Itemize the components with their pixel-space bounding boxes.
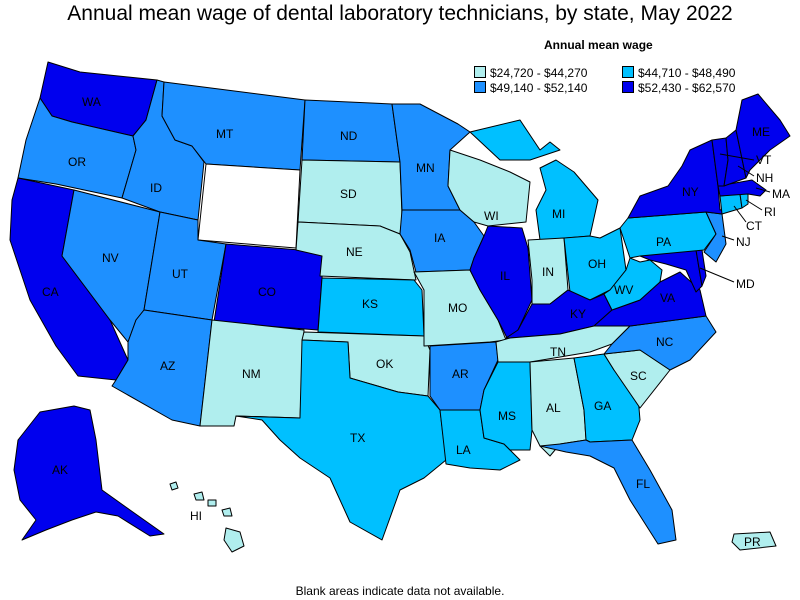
label-GA: GA [594,399,611,413]
label-MO: MO [448,301,467,315]
label-NE: NE [346,245,363,259]
legend-swatch-4 [622,81,634,93]
label-CA: CA [42,285,59,299]
label-CT: CT [746,219,763,233]
label-TN: TN [550,345,566,359]
label-MT: MT [216,127,234,141]
state-NH[interactable] [723,129,747,187]
label-CO: CO [258,285,276,299]
label-IL: IL [500,269,510,283]
label-ME: ME [752,125,770,139]
legend-label-2: $44,710 - $48,490 [638,66,736,80]
label-MN: MN [416,161,435,175]
state-PR[interactable] [731,531,777,551]
label-KY: KY [570,307,586,321]
legend-label-4: $52,430 - $62,570 [638,81,736,95]
label-NC: NC [656,335,674,349]
label-IA: IA [434,231,445,245]
legend-item-1: $24,720 - $44,270 [474,66,587,80]
label-AL: AL [546,401,561,415]
legend-swatch-3 [474,81,486,93]
label-WA: WA [82,95,101,109]
label-SC: SC [630,369,647,383]
label-ID: ID [150,181,162,195]
label-RI: RI [764,205,776,219]
label-OK: OK [376,357,393,371]
label-MS: MS [498,409,516,423]
state-NE[interactable] [295,221,417,281]
label-NH: NH [756,171,773,185]
state-FL[interactable] [539,439,677,545]
label-ND: ND [340,129,358,143]
label-UT: UT [172,267,189,281]
legend-label-3: $49,140 - $52,140 [490,81,588,95]
label-PA: PA [656,235,671,249]
label-WV: WV [614,283,633,297]
label-LA: LA [456,443,471,457]
legend-title: Annual mean wage [544,38,653,52]
legend-swatch-1 [474,66,486,78]
label-AZ: AZ [160,359,175,373]
legend-item-3: $49,140 - $52,140 [474,81,587,95]
label-PR: PR [744,535,761,549]
state-WY[interactable] [197,163,301,249]
label-AR: AR [452,367,469,381]
label-SD: SD [340,187,357,201]
label-TX: TX [350,431,365,445]
label-MI: MI [552,207,565,221]
legend-swatch-2 [622,66,634,78]
leader-lines [699,153,771,283]
label-AK: AK [52,463,68,477]
footnote: Blank areas indicate data not available. [295,584,505,598]
legend-item-2: $44,710 - $48,490 [622,66,735,80]
legend-label-1: $24,720 - $44,270 [490,66,588,80]
map-title: Annual mean wage of dental laboratory te… [67,2,733,25]
label-KS: KS [362,297,378,311]
label-HI: HI [190,509,202,523]
state-KS[interactable] [317,277,425,337]
label-NM: NM [242,367,261,381]
state-CT[interactable] [719,193,743,215]
label-FL: FL [636,477,650,491]
label-VT: VT [756,153,772,167]
label-OR: OR [68,155,86,169]
label-NV: NV [102,251,119,265]
state-AK[interactable] [13,405,165,541]
label-IN: IN [542,265,554,279]
label-NY: NY [682,185,699,199]
state-IL[interactable] [469,225,533,341]
label-WI: WI [484,209,499,223]
state-HI[interactable] [169,481,245,553]
label-VA: VA [660,291,675,305]
label-OH: OH [588,257,606,271]
label-NJ: NJ [736,235,751,249]
label-MD: MD [736,277,755,291]
state-ME[interactable] [735,93,791,179]
state-WI[interactable] [447,149,531,227]
label-MA: MA [772,187,790,201]
legend-item-4: $52,430 - $62,570 [622,81,735,95]
state-TX[interactable] [235,339,447,541]
